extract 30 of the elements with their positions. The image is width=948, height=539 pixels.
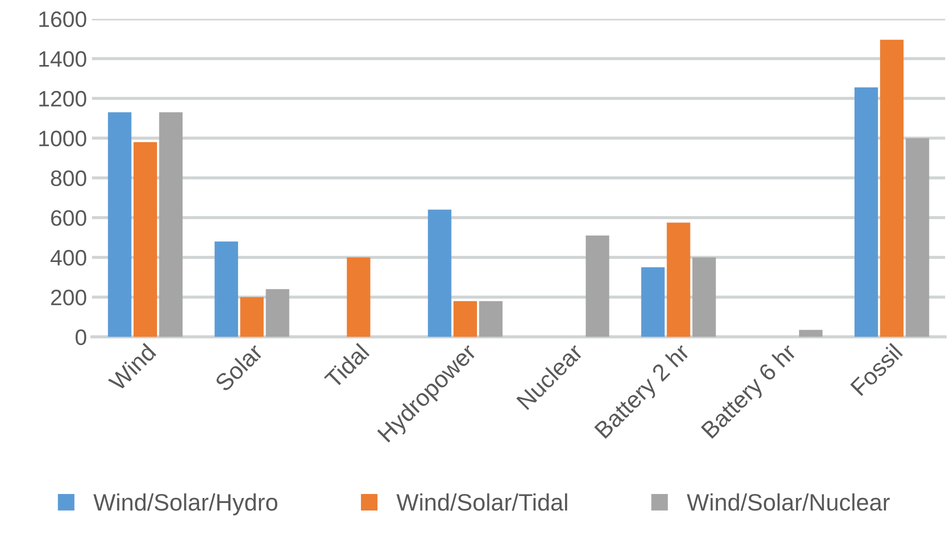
bar (108, 112, 132, 337)
bar (454, 301, 477, 337)
y-tick-label: 800 (50, 170, 86, 186)
y-tick-label: 400 (50, 250, 86, 266)
bar (854, 87, 878, 337)
bar (692, 257, 716, 337)
bar (906, 138, 930, 337)
legend-label: Wind/Solar/Tidal (396, 493, 568, 511)
bar (346, 257, 370, 337)
bar (799, 330, 823, 337)
y-tick-label: 0 (76, 329, 86, 346)
legend-label: Wind/Solar/Nuclear (686, 493, 890, 511)
bar (641, 267, 665, 337)
bar (586, 236, 610, 337)
y-tick-label: 1600 (39, 11, 86, 28)
bar (428, 210, 452, 337)
y-tick-label: 1000 (39, 130, 86, 146)
bar (880, 40, 904, 337)
bar (214, 241, 238, 337)
bar (479, 301, 503, 337)
bar (666, 222, 690, 337)
bar (134, 142, 158, 337)
bar (266, 289, 290, 337)
y-tick-label: 200 (51, 290, 86, 306)
y-tick-label: 600 (51, 210, 86, 226)
y-tick-label: 1200 (39, 90, 86, 107)
y-tick-label: 1400 (39, 51, 86, 67)
legend-label: Wind/Solar/Hydro (93, 493, 278, 516)
bar (159, 112, 183, 337)
bar (240, 297, 264, 337)
